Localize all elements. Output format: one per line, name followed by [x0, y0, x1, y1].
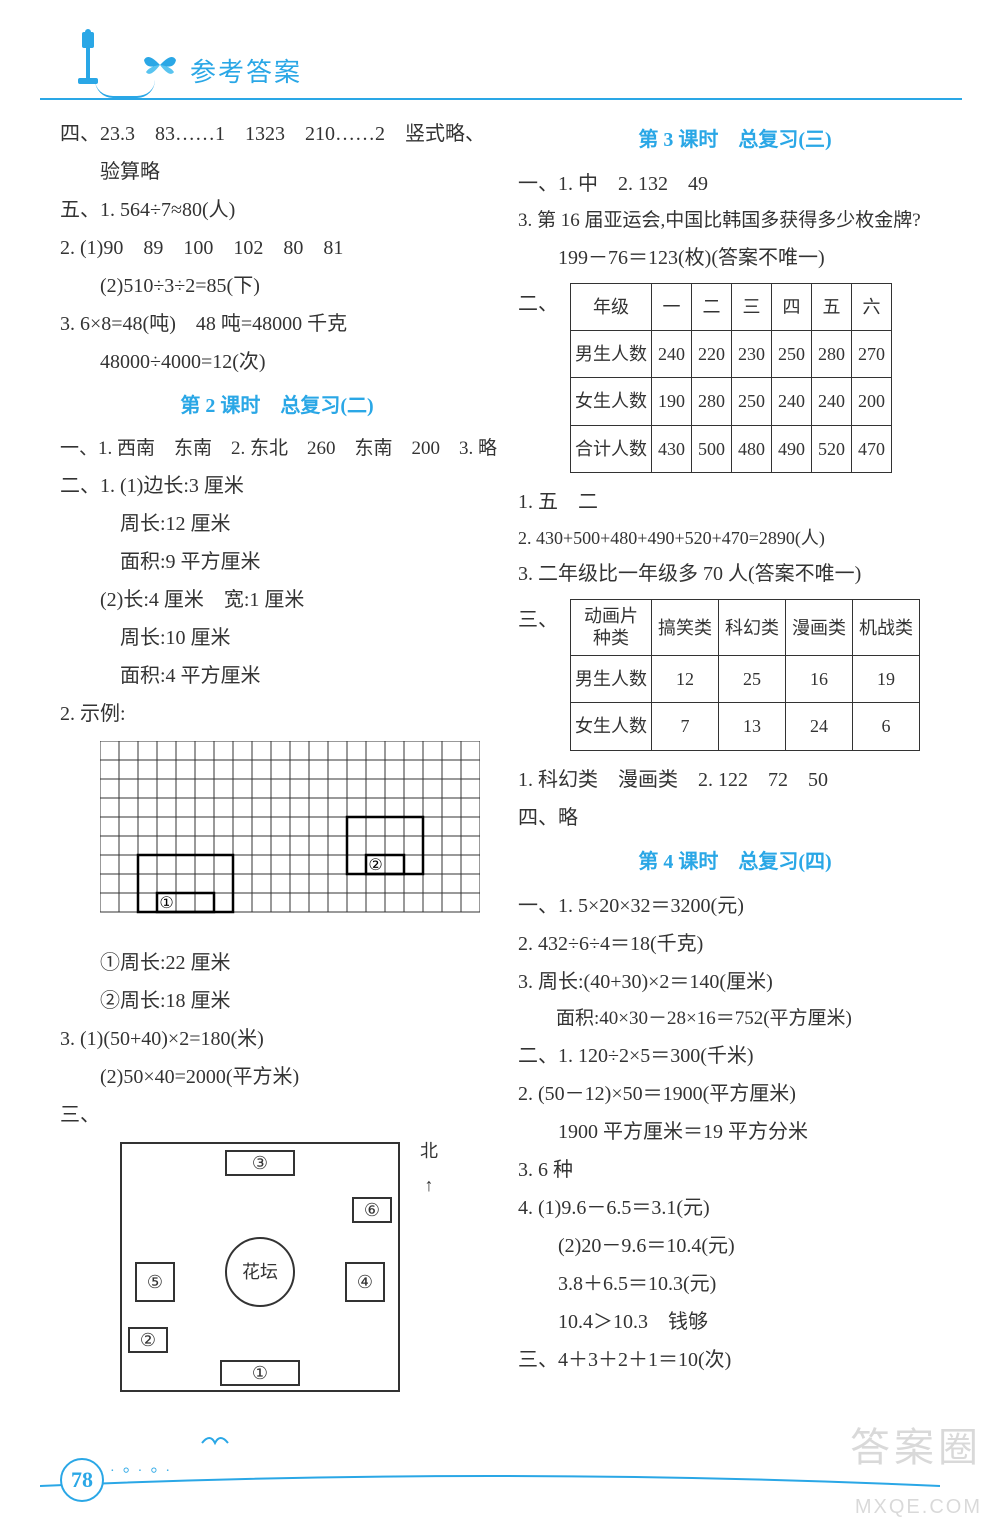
grade-table: 年级一二三四五六男生人数240220230250280270女生人数190280…	[570, 283, 892, 473]
bird-icon	[200, 1428, 230, 1466]
text-line: 四、略	[518, 799, 952, 837]
text-line: 面积:40×30－28×16＝752(平方厘米)	[518, 1001, 952, 1037]
text-line: ②周长:18 厘米	[60, 982, 494, 1020]
text-line: 一、1. 中 2. 132 49	[518, 165, 952, 203]
text-line: 3. (1)(50+40)×2=180(米)	[60, 1020, 494, 1058]
footer-dots-icon: · ⸰ · ⸰ ·	[110, 1459, 172, 1486]
fb-center-circle: 花坛	[225, 1237, 295, 1307]
text-line: 周长:12 厘米	[60, 505, 494, 543]
text-line: 10.4＞10.3 钱够	[518, 1303, 952, 1341]
text-line: 199－76＝123(枚)(答案不唯一)	[518, 239, 952, 277]
text-line: 3. 6 种	[518, 1151, 952, 1189]
text-line: 三、4＋3＋2＋1＝10(次)	[518, 1341, 952, 1379]
north-text: 北	[420, 1141, 438, 1161]
fb-box-6: ⑥	[352, 1197, 392, 1223]
section-heading: 第 2 课时 总复习(二)	[60, 387, 494, 425]
fb-box-4: ④	[345, 1262, 385, 1302]
text-line: 二、1. 120÷2×5＝300(千米)	[518, 1037, 952, 1075]
text-line: 1900 平方厘米＝19 平方分米	[518, 1113, 952, 1151]
table-1-wrap: 二、 年级一二三四五六男生人数240220230250280270女生人数190…	[518, 277, 952, 483]
fb-box-3: ③	[225, 1150, 295, 1176]
section-heading: 第 4 课时 总复习(四)	[518, 843, 952, 881]
watermark-url: MXQE.COM	[855, 1488, 982, 1526]
flowerbed-diagram: 北 ↑ ③ ⑥ ⑤ ④ ② ① 花坛	[120, 1142, 420, 1402]
table-1-label: 二、	[518, 277, 558, 323]
text-line: (2)510÷3÷2=85(下)	[60, 267, 494, 305]
svg-text:①: ①	[159, 895, 173, 912]
text-line: ①周长:22 厘米	[60, 944, 494, 982]
grid-figure: ①②	[100, 741, 494, 934]
north-label: 北 ↑	[420, 1134, 438, 1202]
text-line: 48000÷4000=12(次)	[60, 343, 494, 381]
text-line: 3.8＋6.5＝10.3(元)	[518, 1265, 952, 1303]
text-line: 五、1. 564÷7≈80(人)	[60, 191, 494, 229]
text-line: 2. (1)90 89 100 102 80 81	[60, 229, 494, 267]
page-title: 参考答案	[190, 48, 302, 97]
page-number-badge: 78	[60, 1458, 104, 1502]
text-line: 3. 周长:(40+30)×2＝140(厘米)	[518, 963, 952, 1001]
arrow-up-icon: ↑	[425, 1175, 434, 1195]
text-line: 验算略	[60, 153, 494, 191]
text-line: 2. 示例:	[60, 695, 494, 733]
text-line: 3. 第 16 届亚运会,中国比韩国多获得多少枚金牌?	[518, 203, 952, 239]
page-footer: 78 · ⸰ · ⸰ ·	[40, 1446, 962, 1506]
text-line: 3. 6×8=48(吨) 48 吨=48000 千克	[60, 305, 494, 343]
header-swirl	[95, 80, 155, 98]
text-line: 一、1. 5×20×32＝3200(元)	[518, 887, 952, 925]
fb-box-2: ②	[128, 1327, 168, 1353]
left-column: 四、23.3 83……1 1323 210……2 竖式略、 验算略 五、1. 5…	[60, 115, 494, 1412]
text-line: (2)50×40=2000(平方米)	[60, 1058, 494, 1096]
text-line: 3. 二年级比一年级多 70 人(答案不唯一)	[518, 555, 952, 593]
text-line: 周长:10 厘米	[60, 619, 494, 657]
text-line: 4. (1)9.6－6.5＝3.1(元)	[518, 1189, 952, 1227]
text-line: 二、1. (1)边长:3 厘米	[60, 467, 494, 505]
fb-box-1: ①	[220, 1360, 300, 1386]
text-line: 2. 432÷6÷4＝18(千克)	[518, 925, 952, 963]
text-line: 面积:9 平方厘米	[60, 543, 494, 581]
text-line: (2)长:4 厘米 宽:1 厘米	[60, 581, 494, 619]
fb-box-5: ⑤	[135, 1262, 175, 1302]
text-line: 一、1. 西南 东南 2. 东北 260 东南 200 3. 略	[60, 431, 494, 467]
page-header: 参考答案	[40, 20, 962, 100]
text-line: 2. 430+500+480+490+520+470=2890(人)	[518, 521, 952, 555]
watermark-logo: 答案圈	[850, 1410, 982, 1486]
text-line: 1. 科幻类 漫画类 2. 122 72 50	[518, 761, 952, 799]
text-line: 面积:4 平方厘米	[60, 657, 494, 695]
cartoon-table: 动画片种类搞笑类科幻类漫画类机战类男生人数12251619女生人数713246	[570, 599, 920, 751]
text-line: 2. (50－12)×50＝1900(平方厘米)	[518, 1075, 952, 1113]
text-line: 三、	[60, 1096, 494, 1134]
right-column: 第 3 课时 总复习(三) 一、1. 中 2. 132 49 3. 第 16 届…	[518, 115, 952, 1412]
svg-text:②: ②	[368, 857, 382, 874]
text-line: (2)20－9.6＝10.4(元)	[518, 1227, 952, 1265]
text-line: 1. 五 二	[518, 483, 952, 521]
table-2-wrap: 三、 动画片种类搞笑类科幻类漫画类机战类男生人数12251619女生人数7132…	[518, 593, 952, 761]
section-heading: 第 3 课时 总复习(三)	[518, 121, 952, 159]
content-columns: 四、23.3 83……1 1323 210……2 竖式略、 验算略 五、1. 5…	[60, 115, 952, 1412]
text-line: 四、23.3 83……1 1323 210……2 竖式略、	[60, 115, 494, 153]
table-2-label: 三、	[518, 593, 558, 639]
